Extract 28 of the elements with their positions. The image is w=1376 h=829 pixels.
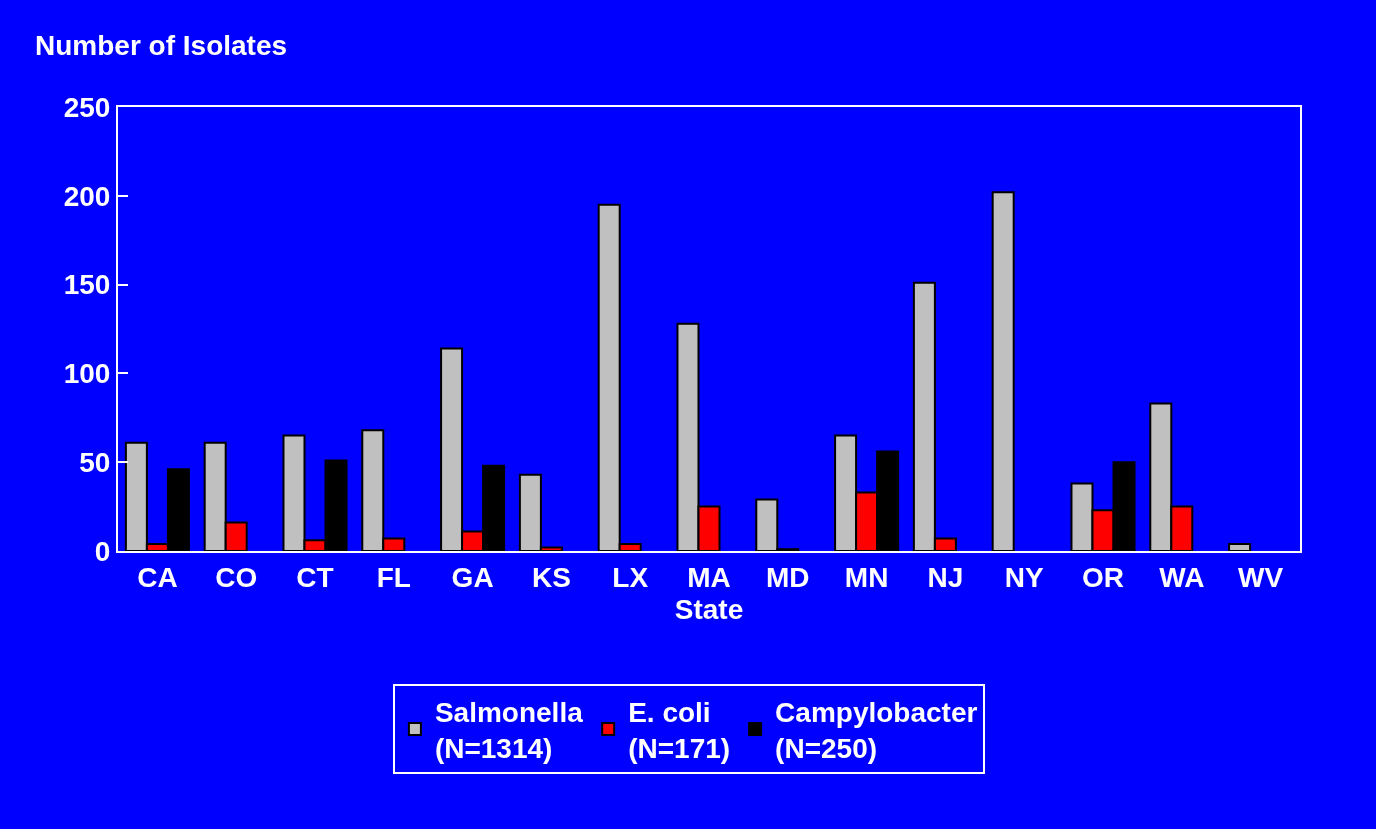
x-tick-label: MD [766, 561, 810, 593]
x-tick-label: CA [137, 561, 178, 593]
bar [991, 191, 1015, 551]
y-tick-label: 0 [94, 535, 111, 567]
x-tick-label: KS [531, 561, 571, 593]
y-tick-label: 200 [63, 180, 111, 212]
x-tick-label: GA [451, 561, 494, 593]
y-tick-label: 100 [63, 358, 111, 390]
legend-label: Salmonella (N=1314) [434, 696, 584, 765]
x-tick-label: MN [844, 561, 889, 593]
x-tick-label: WV [1238, 561, 1284, 593]
x-tick-label: NY [1004, 561, 1044, 593]
bar [1228, 542, 1252, 551]
x-tick-label: LX [612, 561, 649, 593]
y-tick-label: 50 [79, 447, 111, 478]
x-tick-label: CO [215, 561, 258, 593]
legend-label: E. coli (N=171) [628, 696, 731, 765]
y-axis-title: Number of Isolates [35, 30, 288, 61]
x-tick-label: WA [1159, 561, 1205, 593]
x-tick-label: FL [376, 561, 411, 593]
x-tick-label: NJ [927, 561, 964, 593]
x-tick-label: CT [296, 561, 334, 593]
y-tick-label: 250 [63, 91, 111, 123]
legend-label: Campylobacter (N=250) [775, 696, 978, 765]
x-axis-title: State [674, 594, 744, 626]
x-tick-label: OR [1082, 561, 1124, 593]
y-tick-label: 150 [63, 269, 111, 301]
x-tick-label: MA [687, 561, 731, 593]
